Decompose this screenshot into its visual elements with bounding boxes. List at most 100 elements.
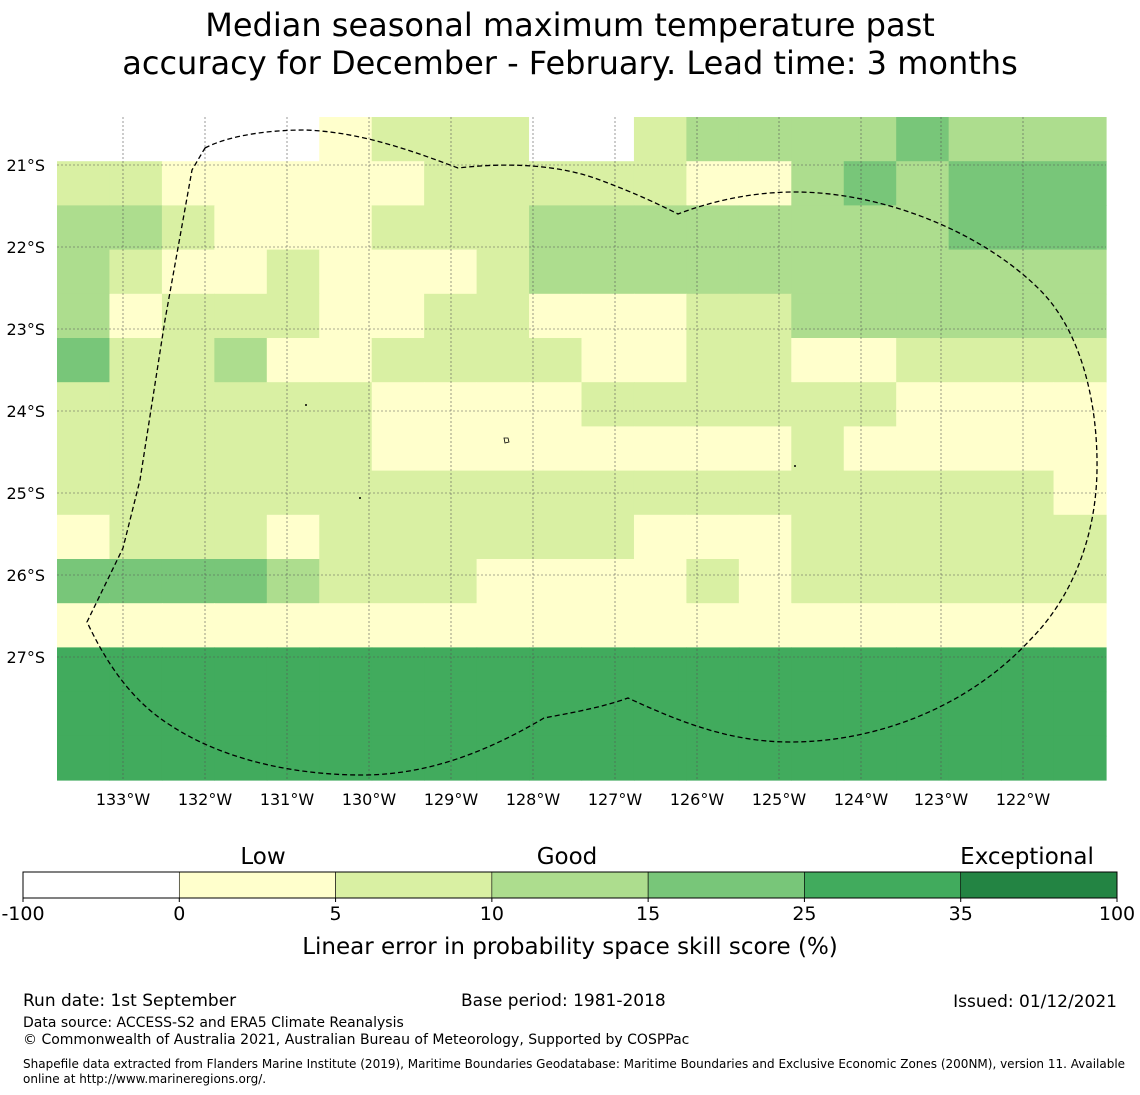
colorbar-category-labels: Low Good Exceptional: [240, 844, 1093, 870]
lat-label: 21°S: [6, 156, 45, 175]
map-cell: [948, 338, 1002, 383]
colorbar-tick-label: 100: [1099, 903, 1135, 925]
skill-map: 21°S22°S23°S24°S25°S26°S27°S 133°W 132°W 1…: [6, 117, 1107, 809]
lat-label: 25°S: [6, 484, 45, 503]
map-cell: [843, 691, 897, 737]
map-cell: [319, 293, 373, 339]
map-cell: [686, 382, 740, 427]
map-cell: [424, 691, 478, 737]
map-cell: [633, 117, 687, 162]
map-cell: [161, 735, 215, 781]
map-cell: [791, 382, 845, 427]
map-cell: [424, 382, 478, 427]
map-cell: [738, 559, 792, 604]
map-cell: [686, 426, 740, 472]
map-cell: [266, 647, 320, 693]
colorbar-tick-label: 25: [792, 903, 816, 925]
map-cell: [476, 559, 530, 604]
map-cell: [319, 647, 373, 693]
map-cell: [581, 338, 635, 383]
map-cell: [686, 559, 740, 604]
lon-label: 133°W: [96, 790, 151, 809]
map-cell: [424, 426, 478, 472]
map-cell: [686, 647, 740, 693]
map-cell: [214, 338, 268, 383]
map-cell: [371, 559, 425, 604]
map-cell: [476, 603, 530, 648]
colorbar-tick-label: -100: [1, 903, 44, 925]
map-cell: [476, 691, 530, 737]
map-cell: [266, 382, 320, 427]
map-cell: [214, 205, 268, 251]
map-cell: [896, 205, 950, 251]
map-cell: [371, 514, 425, 560]
map-cell: [476, 205, 530, 251]
map-cell: [843, 293, 897, 339]
map-cell: [633, 338, 687, 383]
map-cell: [529, 691, 583, 737]
colorbar-tick-label: 15: [636, 903, 660, 925]
map-cell: [266, 117, 320, 162]
colorbar-swatches: [22, 871, 1118, 899]
map-cell: [948, 161, 1002, 206]
map-cell: [319, 559, 373, 604]
map-cell: [686, 205, 740, 251]
colorbar-ticks: -100 0 5 10 15 25 35 100: [1, 898, 1135, 925]
map-cell: [161, 426, 215, 472]
map-cell: [791, 249, 845, 295]
map-cell: [633, 691, 687, 737]
map-cell: [738, 382, 792, 427]
colorbar-tick-label: 0: [173, 903, 185, 925]
map-cell: [1001, 691, 1055, 737]
map-cell: [161, 117, 215, 162]
map-cell: [266, 249, 320, 295]
map-cell: [581, 603, 635, 648]
map-cell: [476, 426, 530, 472]
lat-label: 22°S: [6, 238, 45, 257]
map-cell: [109, 559, 163, 604]
map-cell: [266, 559, 320, 604]
map-cell: [633, 293, 687, 339]
map-cell: [109, 205, 163, 251]
map-cell: [738, 161, 792, 206]
map-cell: [843, 117, 897, 162]
map-cell: [686, 249, 740, 295]
map-cell: [791, 205, 845, 251]
map-cell: [948, 249, 1002, 295]
map-cell: [266, 426, 320, 472]
map-cell: [843, 338, 897, 383]
map-cell: [1053, 691, 1107, 737]
map-cell: [161, 691, 215, 737]
map-cell: [424, 161, 478, 206]
map-cell: [266, 293, 320, 339]
map-cell: [738, 691, 792, 737]
map-cell: [161, 293, 215, 339]
map-cell: [633, 161, 687, 206]
map-cell: [1053, 117, 1107, 162]
colorbar-category-label: Good: [537, 844, 598, 870]
map-cell: [109, 647, 163, 693]
colorbar-tick-label: 35: [949, 903, 973, 925]
map-cell: [476, 647, 530, 693]
map-cell: [371, 117, 425, 162]
lon-label: 128°W: [506, 790, 561, 809]
colorbar-tick-label: 10: [480, 903, 504, 925]
map-cell: [529, 514, 583, 560]
map-cell: [476, 249, 530, 295]
map-cell: [319, 161, 373, 206]
map-cell: [686, 603, 740, 648]
map-cell: [581, 205, 635, 251]
map-cell: [57, 382, 111, 427]
map-cell: [791, 735, 845, 781]
map-cell: [1053, 382, 1107, 427]
map-cell: [266, 735, 320, 781]
map-cell: [686, 514, 740, 560]
map-cell: [948, 735, 1002, 781]
map-cell: [424, 647, 478, 693]
map-cell: [371, 735, 425, 781]
map-cell: [1053, 514, 1107, 560]
colorbar-frame: [22, 871, 1118, 899]
map-cell: [1001, 426, 1055, 472]
map-cell: [896, 603, 950, 648]
map-cell: [214, 426, 268, 472]
